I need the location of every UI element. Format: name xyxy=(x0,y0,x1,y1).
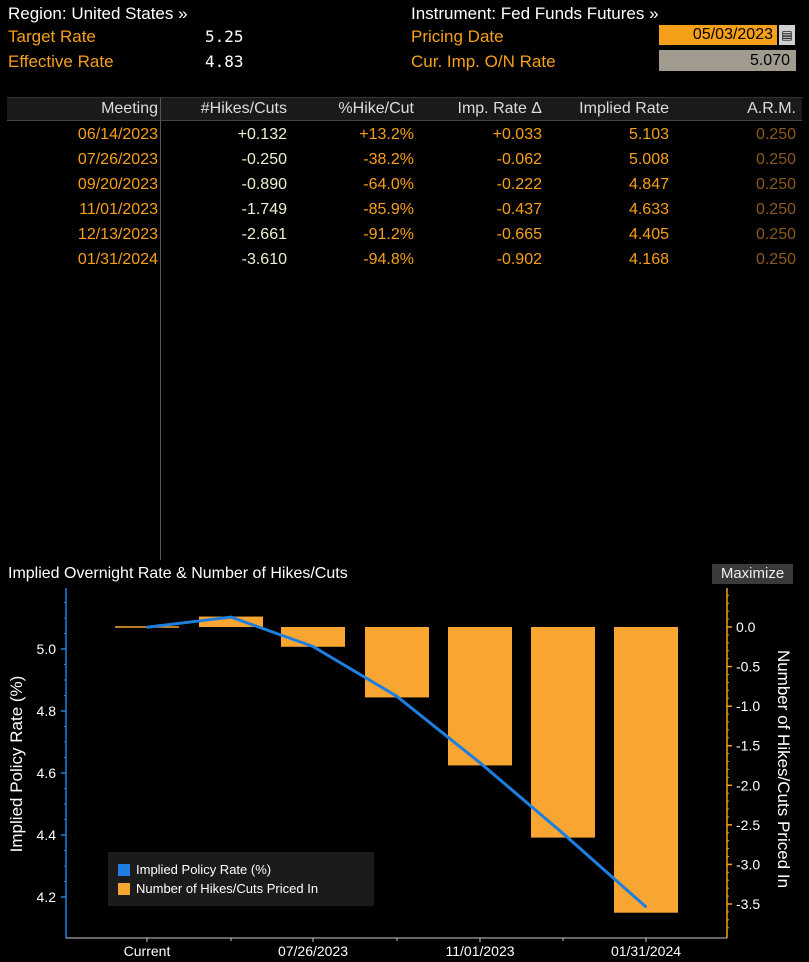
left-axis-tick-label: 4.6 xyxy=(37,765,57,781)
right-axis-tick-label: 0.0 xyxy=(736,619,756,635)
table-column-divider xyxy=(160,98,161,560)
legend-label-hikes: Number of Hikes/Cuts Priced In xyxy=(136,881,319,896)
chart-title-bar: Implied Overnight Rate & Number of Hikes… xyxy=(0,562,809,584)
col-header-pct-hike-cut[interactable]: %Hike/Cut xyxy=(338,100,414,117)
cell-arm: 0.250 xyxy=(755,151,796,168)
cell-implied-rate: 4.847 xyxy=(628,176,669,193)
cell-meeting: 11/01/2023 xyxy=(79,201,158,218)
left-axis-tick-label: 4.4 xyxy=(37,827,57,843)
left-axis-tick-label: 4.2 xyxy=(37,889,57,905)
legend-label-rate: Implied Policy Rate (%) xyxy=(136,862,272,877)
chart-legend: Implied Policy Rate (%) Number of Hikes/… xyxy=(108,852,374,906)
cell-pct-hike-cut: -64.0% xyxy=(363,176,414,193)
x-axis-tick-label: Current xyxy=(124,943,171,959)
bar-1 xyxy=(199,616,263,627)
effective-rate-value: 4.83 xyxy=(205,52,244,71)
cell-implied-rate: 4.168 xyxy=(628,251,669,268)
x-axis-tick-label: 11/01/2023 xyxy=(445,943,514,959)
cell-implied-rate: 4.633 xyxy=(628,201,669,218)
effective-rate-label: Effective Rate xyxy=(8,52,114,71)
region-selector[interactable]: Region: United States » xyxy=(8,4,188,23)
cur-imp-rate-label: Cur. Imp. O/N Rate xyxy=(411,52,556,71)
cell-hikes-cuts: -3.610 xyxy=(241,251,287,268)
cell-meeting: 09/20/2023 xyxy=(77,176,158,193)
cell-implied-rate: 5.008 xyxy=(628,151,669,168)
legend-swatch-rate xyxy=(118,864,130,876)
cell-arm: 0.250 xyxy=(755,226,796,243)
cell-meeting: 12/13/2023 xyxy=(77,226,158,243)
cell-imp-rate-delta: -0.222 xyxy=(496,176,542,193)
cell-arm: 0.250 xyxy=(755,176,796,193)
bar-5 xyxy=(531,627,595,838)
pricing-date-input[interactable]: 05/03/2023 xyxy=(659,25,777,45)
cell-imp-rate-delta: -0.437 xyxy=(496,201,542,218)
right-axis-tick-label: -2.5 xyxy=(736,817,760,833)
implied-rate-point xyxy=(146,626,148,629)
col-header-arm[interactable]: A.R.M. xyxy=(747,100,796,117)
cell-hikes-cuts: -2.661 xyxy=(241,226,287,243)
bar-3 xyxy=(365,627,429,698)
cell-imp-rate-delta: -0.665 xyxy=(496,226,542,243)
x-axis-tick-label: 07/26/2023 xyxy=(278,943,348,959)
chart-title: Implied Overnight Rate & Number of Hikes… xyxy=(8,565,348,582)
pricing-date-label: Pricing Date xyxy=(411,27,504,46)
cell-hikes-cuts: -0.890 xyxy=(241,176,287,193)
right-axis-tick-label: -2.0 xyxy=(736,777,760,793)
col-header-meeting[interactable]: Meeting xyxy=(101,100,158,117)
cell-pct-hike-cut: -85.9% xyxy=(363,201,414,218)
meetings-table xyxy=(7,97,803,561)
cell-imp-rate-delta: -0.062 xyxy=(496,151,542,168)
cell-arm: 0.250 xyxy=(755,251,796,268)
implied-rate-point xyxy=(396,695,398,698)
bar-6 xyxy=(614,627,678,913)
target-rate-value: 5.25 xyxy=(205,27,244,46)
table-header-row xyxy=(7,98,802,121)
left-axis-tick-label: 5.0 xyxy=(37,641,57,657)
cell-hikes-cuts: -1.749 xyxy=(241,201,287,218)
bar-4 xyxy=(448,627,512,766)
legend-swatch-hikes xyxy=(118,883,130,895)
implied-rate-point xyxy=(230,616,232,619)
left-axis-label: Implied Policy Rate (%) xyxy=(7,676,26,853)
right-axis-tick-label: -1.5 xyxy=(736,738,760,754)
cell-imp-rate-delta: +0.033 xyxy=(492,126,542,143)
cell-imp-rate-delta: -0.902 xyxy=(496,251,542,268)
cell-arm: 0.250 xyxy=(755,201,796,218)
cell-implied-rate: 4.405 xyxy=(628,226,669,243)
cell-pct-hike-cut: -94.8% xyxy=(363,251,414,268)
cell-hikes-cuts: -0.250 xyxy=(241,151,287,168)
target-rate-label: Target Rate xyxy=(8,27,96,46)
cell-hikes-cuts: +0.132 xyxy=(237,126,287,143)
x-axis-tick-label: 01/31/2024 xyxy=(611,943,681,959)
implied-rate-point xyxy=(562,832,564,835)
cell-meeting: 07/26/2023 xyxy=(77,151,158,168)
right-axis-tick-label: -3.5 xyxy=(736,896,760,912)
cell-pct-hike-cut: -91.2% xyxy=(363,226,414,243)
col-header-hikes-cuts[interactable]: #Hikes/Cuts xyxy=(200,100,287,117)
right-axis-tick-label: -1.0 xyxy=(736,698,760,714)
calendar-icon[interactable]: ▤ xyxy=(779,25,795,45)
col-header-imp-rate-delta[interactable]: Imp. Rate Δ xyxy=(457,100,543,117)
maximize-button[interactable]: Maximize xyxy=(712,564,793,584)
cell-pct-hike-cut: -38.2% xyxy=(363,151,414,168)
cell-meeting: 06/14/2023 xyxy=(77,126,158,143)
cell-arm: 0.250 xyxy=(755,126,796,143)
left-axis-tick-label: 4.8 xyxy=(37,703,57,719)
right-axis-tick-label: -0.5 xyxy=(736,659,760,675)
cell-pct-hike-cut: +13.2% xyxy=(359,126,414,143)
cell-meeting: 01/31/2024 xyxy=(77,251,158,268)
cell-implied-rate: 5.103 xyxy=(628,126,669,143)
col-header-implied-rate[interactable]: Implied Rate xyxy=(579,100,669,117)
instrument-selector[interactable]: Instrument: Fed Funds Futures » xyxy=(411,4,659,23)
right-axis-tick-label: -3.0 xyxy=(736,856,760,872)
implied-rate-point xyxy=(479,761,481,764)
implied-rate-point xyxy=(312,645,314,648)
cur-imp-rate-input[interactable]: 5.070 xyxy=(659,50,796,71)
rate-chart: 4.2 4.4 4.6 4.8 5.0 Implied Policy Rate (%) 0.… xyxy=(7,588,793,959)
right-axis-label: Number of Hikes/Cuts Priced In xyxy=(774,650,793,888)
implied-rate-point xyxy=(645,905,647,908)
